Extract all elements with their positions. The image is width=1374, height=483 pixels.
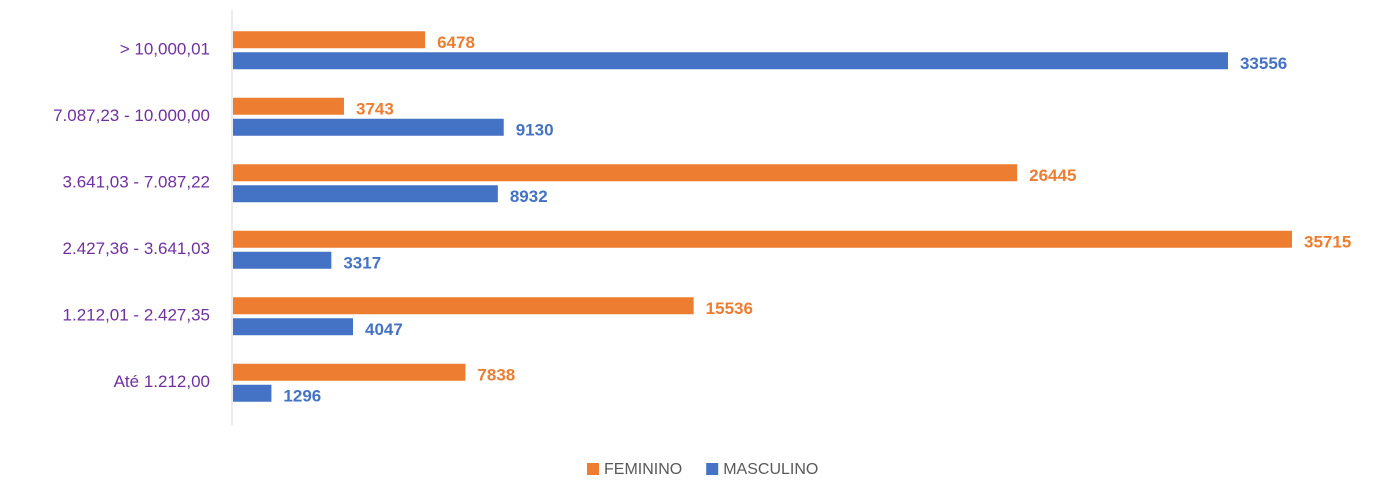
bar	[233, 318, 353, 336]
legend-label: MASCULINO	[723, 461, 818, 478]
value-label: 3743	[356, 100, 394, 119]
category-label: Até 1.212,00	[114, 372, 210, 391]
bar	[233, 384, 272, 402]
value-label: 9130	[516, 121, 554, 140]
bar	[233, 97, 344, 115]
value-label: 8932	[510, 187, 548, 206]
value-label: 33556	[1240, 54, 1287, 73]
bar	[233, 52, 1228, 70]
bar	[233, 164, 1018, 182]
value-label: 6478	[437, 33, 475, 52]
category-label: 3.641,03 - 7.087,22	[63, 173, 210, 192]
bar	[233, 251, 332, 269]
category-label: 1.212,01 - 2.427,35	[63, 306, 210, 325]
bar	[233, 31, 426, 49]
bar	[233, 185, 498, 203]
value-label: 1296	[283, 387, 321, 406]
legend-swatch	[587, 463, 599, 475]
bar	[233, 118, 504, 136]
category-label: 7.087,23 - 10.000,00	[53, 106, 210, 125]
value-label: 15536	[706, 299, 753, 318]
bar	[233, 230, 1292, 248]
category-label: > 10,000,01	[120, 40, 210, 59]
bar	[233, 363, 466, 381]
legend-label: FEMININO	[604, 461, 682, 478]
value-label: 7838	[477, 366, 515, 385]
value-label: 3317	[343, 254, 381, 273]
value-label: 4047	[365, 320, 403, 339]
bar	[233, 297, 694, 315]
legend-swatch	[706, 463, 719, 475]
value-label: 35715	[1304, 233, 1351, 252]
value-label: 26445	[1029, 166, 1076, 185]
category-label: 2.427,36 - 3.641,03	[63, 239, 210, 258]
